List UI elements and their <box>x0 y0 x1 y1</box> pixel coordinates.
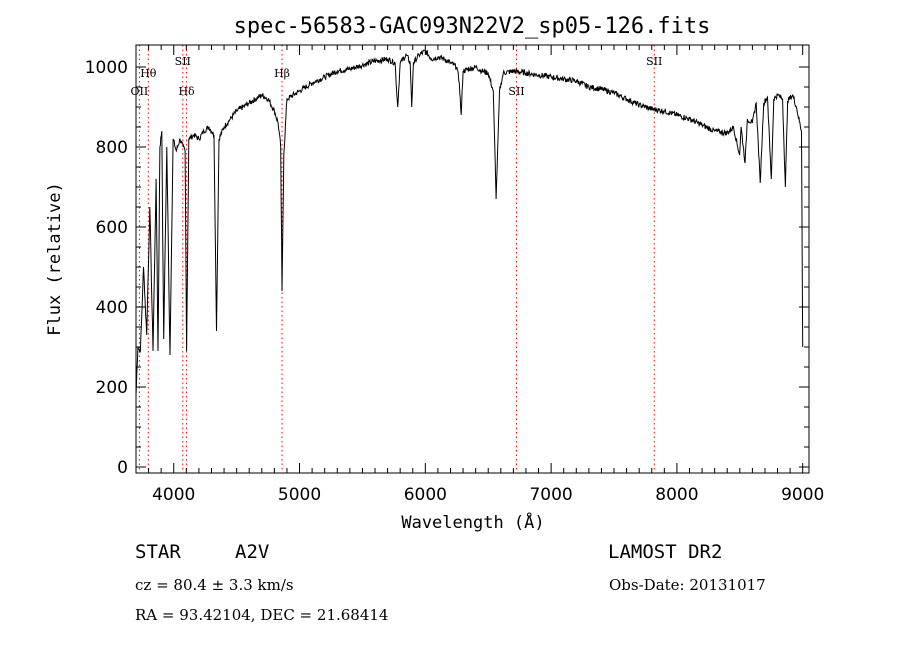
y-tick-label: 0 <box>117 458 128 478</box>
y-tick-label: 800 <box>96 138 128 158</box>
survey-name: LAMOST DR2 <box>608 541 722 563</box>
emission-line-label: Hδ <box>178 85 195 98</box>
sky-coordinates: RA = 93.42104, DEC = 21.68414 <box>135 606 388 624</box>
emission-line-label: SII <box>175 55 191 68</box>
y-tick-label: 200 <box>96 378 128 398</box>
emission-line-label: SII <box>646 55 662 68</box>
x-tick-label: 7000 <box>529 485 572 505</box>
redshift-velocity: cz = 80.4 ± 3.3 km/s <box>135 576 294 594</box>
emission-line-label: OII <box>131 85 149 98</box>
x-tick-label: 8000 <box>655 485 698 505</box>
x-axis-label: Wavelength (Å) <box>401 511 544 533</box>
spectral-subclass: A2V <box>235 541 269 563</box>
spectrum-line <box>135 49 804 396</box>
y-tick-label: 600 <box>96 218 128 238</box>
x-tick-label: 9000 <box>781 485 824 505</box>
object-class: STAR <box>135 541 181 563</box>
y-axis: 0 200 400 600 800 1000 <box>85 58 809 478</box>
y-tick-label: 400 <box>96 298 128 318</box>
observation-date: Obs-Date: 20131017 <box>609 576 766 594</box>
plot-frame <box>135 44 810 474</box>
y-tick-label: 1000 <box>85 58 128 78</box>
x-tick-label: 5000 <box>278 485 321 505</box>
emission-line-label: Hθ <box>140 67 157 80</box>
emission-line-label: Hβ <box>274 67 290 80</box>
x-tick-label: 4000 <box>152 485 195 505</box>
y-axis-label: Flux (relative) <box>45 182 65 336</box>
emission-line-label: SII <box>508 85 524 98</box>
emission-line-markers: OII Hθ SII Hδ Hβ SII SII <box>131 45 662 473</box>
x-tick-label: 6000 <box>404 485 447 505</box>
x-axis: 4000 5000 6000 7000 8000 9000 <box>135 45 824 505</box>
chart-title: spec-56583-GAC093N22V2_sp05-126.fits <box>234 14 711 39</box>
